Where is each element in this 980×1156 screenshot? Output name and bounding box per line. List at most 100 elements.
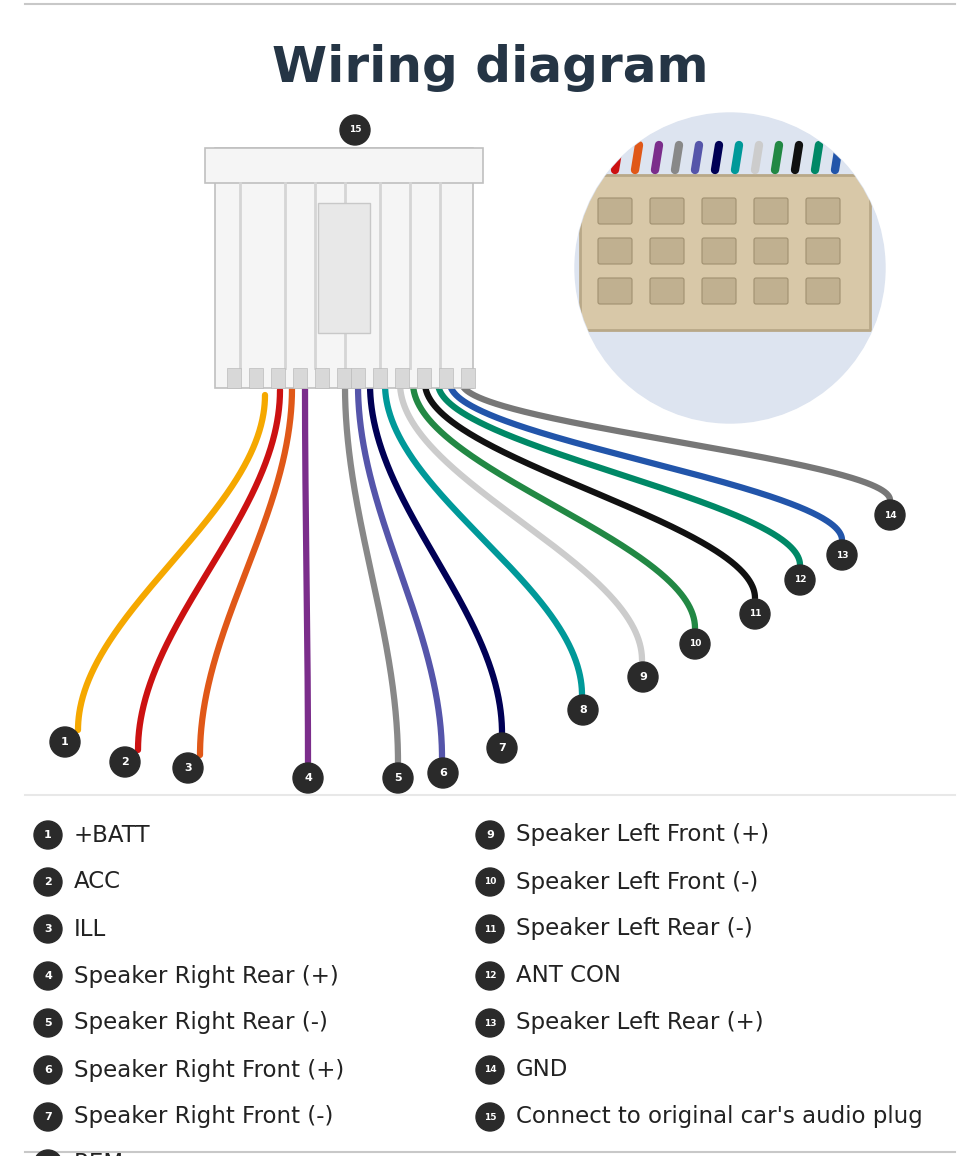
FancyBboxPatch shape	[351, 368, 365, 388]
Text: +BATT: +BATT	[74, 823, 151, 846]
Circle shape	[383, 763, 413, 793]
FancyBboxPatch shape	[395, 368, 409, 388]
Text: REM: REM	[74, 1153, 124, 1156]
Circle shape	[34, 868, 62, 896]
Circle shape	[34, 916, 62, 943]
Text: 12: 12	[484, 971, 496, 980]
Circle shape	[34, 962, 62, 990]
Text: 15: 15	[484, 1112, 496, 1121]
Text: 11: 11	[484, 925, 496, 934]
Text: 6: 6	[439, 768, 447, 778]
Circle shape	[476, 821, 504, 849]
FancyBboxPatch shape	[439, 368, 453, 388]
Circle shape	[50, 727, 80, 757]
Text: 10: 10	[484, 877, 496, 887]
Text: Connect to original car's audio plug: Connect to original car's audio plug	[516, 1105, 923, 1128]
Circle shape	[476, 1009, 504, 1037]
Text: 14: 14	[884, 511, 897, 519]
FancyBboxPatch shape	[702, 238, 736, 264]
Text: 3: 3	[184, 763, 192, 773]
Text: Wiring diagram: Wiring diagram	[271, 44, 709, 92]
Text: GND: GND	[516, 1059, 568, 1082]
Circle shape	[340, 114, 370, 144]
Circle shape	[476, 868, 504, 896]
Text: 5: 5	[44, 1018, 52, 1028]
Circle shape	[875, 501, 905, 529]
Circle shape	[173, 753, 203, 783]
Text: 5: 5	[394, 773, 402, 783]
Circle shape	[34, 1150, 62, 1156]
Text: 10: 10	[689, 639, 701, 649]
Text: Speaker Right Front (-): Speaker Right Front (-)	[74, 1105, 333, 1128]
FancyBboxPatch shape	[227, 368, 241, 388]
Text: Speaker Right Rear (-): Speaker Right Rear (-)	[74, 1012, 328, 1035]
FancyBboxPatch shape	[702, 198, 736, 224]
FancyBboxPatch shape	[754, 277, 788, 304]
Text: 2: 2	[122, 757, 129, 766]
FancyBboxPatch shape	[702, 277, 736, 304]
Circle shape	[568, 695, 598, 725]
Text: Speaker Left Rear (-): Speaker Left Rear (-)	[516, 918, 753, 941]
Circle shape	[680, 629, 710, 659]
Circle shape	[476, 1103, 504, 1131]
FancyBboxPatch shape	[271, 368, 285, 388]
Circle shape	[487, 733, 517, 763]
Text: 1: 1	[44, 830, 52, 840]
Text: ACC: ACC	[74, 870, 121, 894]
FancyBboxPatch shape	[315, 368, 329, 388]
Text: 3: 3	[44, 924, 52, 934]
Text: Speaker Right Front (+): Speaker Right Front (+)	[74, 1059, 344, 1082]
Text: ANT CON: ANT CON	[516, 964, 621, 987]
Text: Speaker Left Rear (+): Speaker Left Rear (+)	[516, 1012, 763, 1035]
FancyBboxPatch shape	[650, 277, 684, 304]
Text: Speaker Right Rear (+): Speaker Right Rear (+)	[74, 964, 339, 987]
Circle shape	[628, 662, 658, 692]
Circle shape	[476, 1055, 504, 1084]
Text: 14: 14	[484, 1066, 496, 1074]
FancyBboxPatch shape	[650, 198, 684, 224]
Circle shape	[476, 916, 504, 943]
FancyBboxPatch shape	[806, 238, 840, 264]
Circle shape	[575, 113, 885, 423]
Text: 7: 7	[498, 743, 506, 753]
FancyBboxPatch shape	[461, 368, 475, 388]
Text: 2: 2	[44, 877, 52, 887]
Circle shape	[827, 540, 857, 570]
FancyBboxPatch shape	[205, 148, 483, 183]
Text: Speaker Left Front (+): Speaker Left Front (+)	[516, 823, 769, 846]
Text: 1: 1	[61, 738, 69, 747]
FancyBboxPatch shape	[417, 368, 431, 388]
FancyBboxPatch shape	[598, 238, 632, 264]
Text: 12: 12	[794, 576, 807, 585]
Circle shape	[34, 1055, 62, 1084]
Text: 9: 9	[486, 830, 494, 840]
Circle shape	[34, 1103, 62, 1131]
FancyBboxPatch shape	[650, 238, 684, 264]
Text: 15: 15	[349, 126, 362, 134]
Circle shape	[34, 821, 62, 849]
Text: 8: 8	[579, 705, 587, 716]
FancyBboxPatch shape	[293, 368, 307, 388]
FancyBboxPatch shape	[754, 198, 788, 224]
Circle shape	[110, 747, 140, 777]
Text: 4: 4	[44, 971, 52, 981]
Circle shape	[293, 763, 323, 793]
FancyBboxPatch shape	[337, 368, 351, 388]
FancyBboxPatch shape	[318, 203, 370, 333]
FancyBboxPatch shape	[215, 148, 473, 388]
FancyBboxPatch shape	[806, 198, 840, 224]
FancyBboxPatch shape	[598, 198, 632, 224]
Circle shape	[740, 599, 770, 629]
FancyBboxPatch shape	[754, 238, 788, 264]
FancyBboxPatch shape	[249, 368, 263, 388]
Text: Speaker Left Front (-): Speaker Left Front (-)	[516, 870, 759, 894]
Circle shape	[785, 565, 815, 595]
Text: 4: 4	[304, 773, 312, 783]
Circle shape	[428, 758, 458, 788]
FancyBboxPatch shape	[580, 175, 870, 329]
Text: 7: 7	[44, 1112, 52, 1122]
Text: 13: 13	[484, 1018, 496, 1028]
Text: 13: 13	[836, 550, 849, 560]
FancyBboxPatch shape	[373, 368, 387, 388]
Text: 6: 6	[44, 1065, 52, 1075]
